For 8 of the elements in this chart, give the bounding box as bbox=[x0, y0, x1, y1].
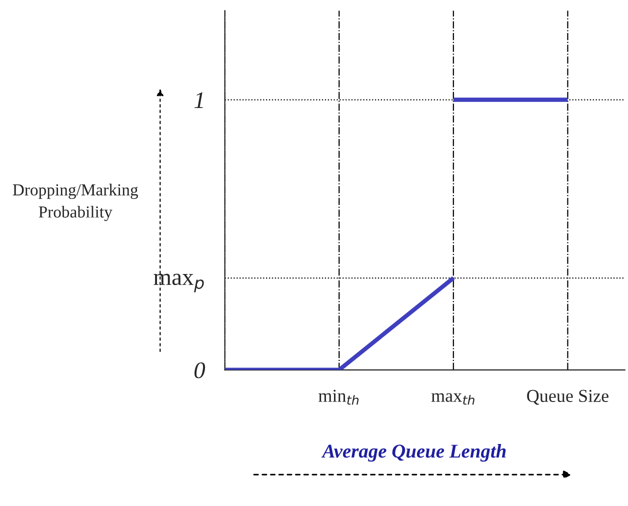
y-tick-label: 0 bbox=[194, 362, 206, 378]
x-tick-label: max$_{th}$ bbox=[431, 393, 474, 405]
x-axis-title: Average Queue Length bbox=[321, 444, 506, 462]
x-tick-label: Queue Size bbox=[527, 390, 608, 405]
x-tick-label: min$_{th}$ bbox=[318, 390, 359, 405]
y-tick-label: max$_{p}$ bbox=[154, 274, 204, 292]
y-axis-title: Dropping/Marking Probability bbox=[12, 184, 138, 222]
y-tick-label: 1 bbox=[194, 92, 203, 108]
